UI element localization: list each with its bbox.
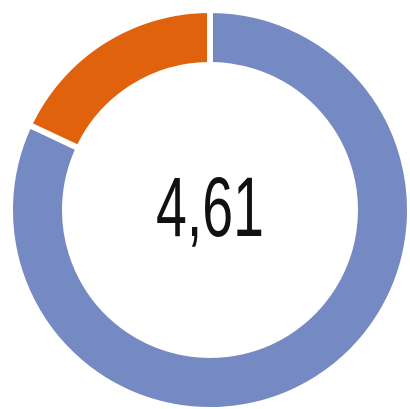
donut-segment xyxy=(25,6,213,153)
center-label: 4,61 xyxy=(156,162,264,255)
